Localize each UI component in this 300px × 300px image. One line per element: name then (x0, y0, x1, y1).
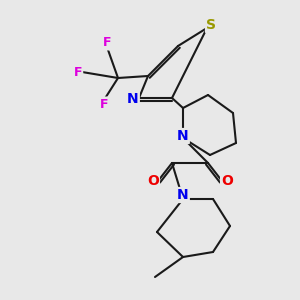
Text: N: N (177, 188, 189, 202)
Text: N: N (177, 129, 189, 143)
Text: O: O (221, 174, 233, 188)
Text: N: N (127, 92, 139, 106)
Text: O: O (147, 174, 159, 188)
Text: F: F (74, 65, 82, 79)
Text: F: F (100, 98, 108, 110)
Text: F: F (103, 37, 111, 50)
Text: S: S (206, 18, 216, 32)
